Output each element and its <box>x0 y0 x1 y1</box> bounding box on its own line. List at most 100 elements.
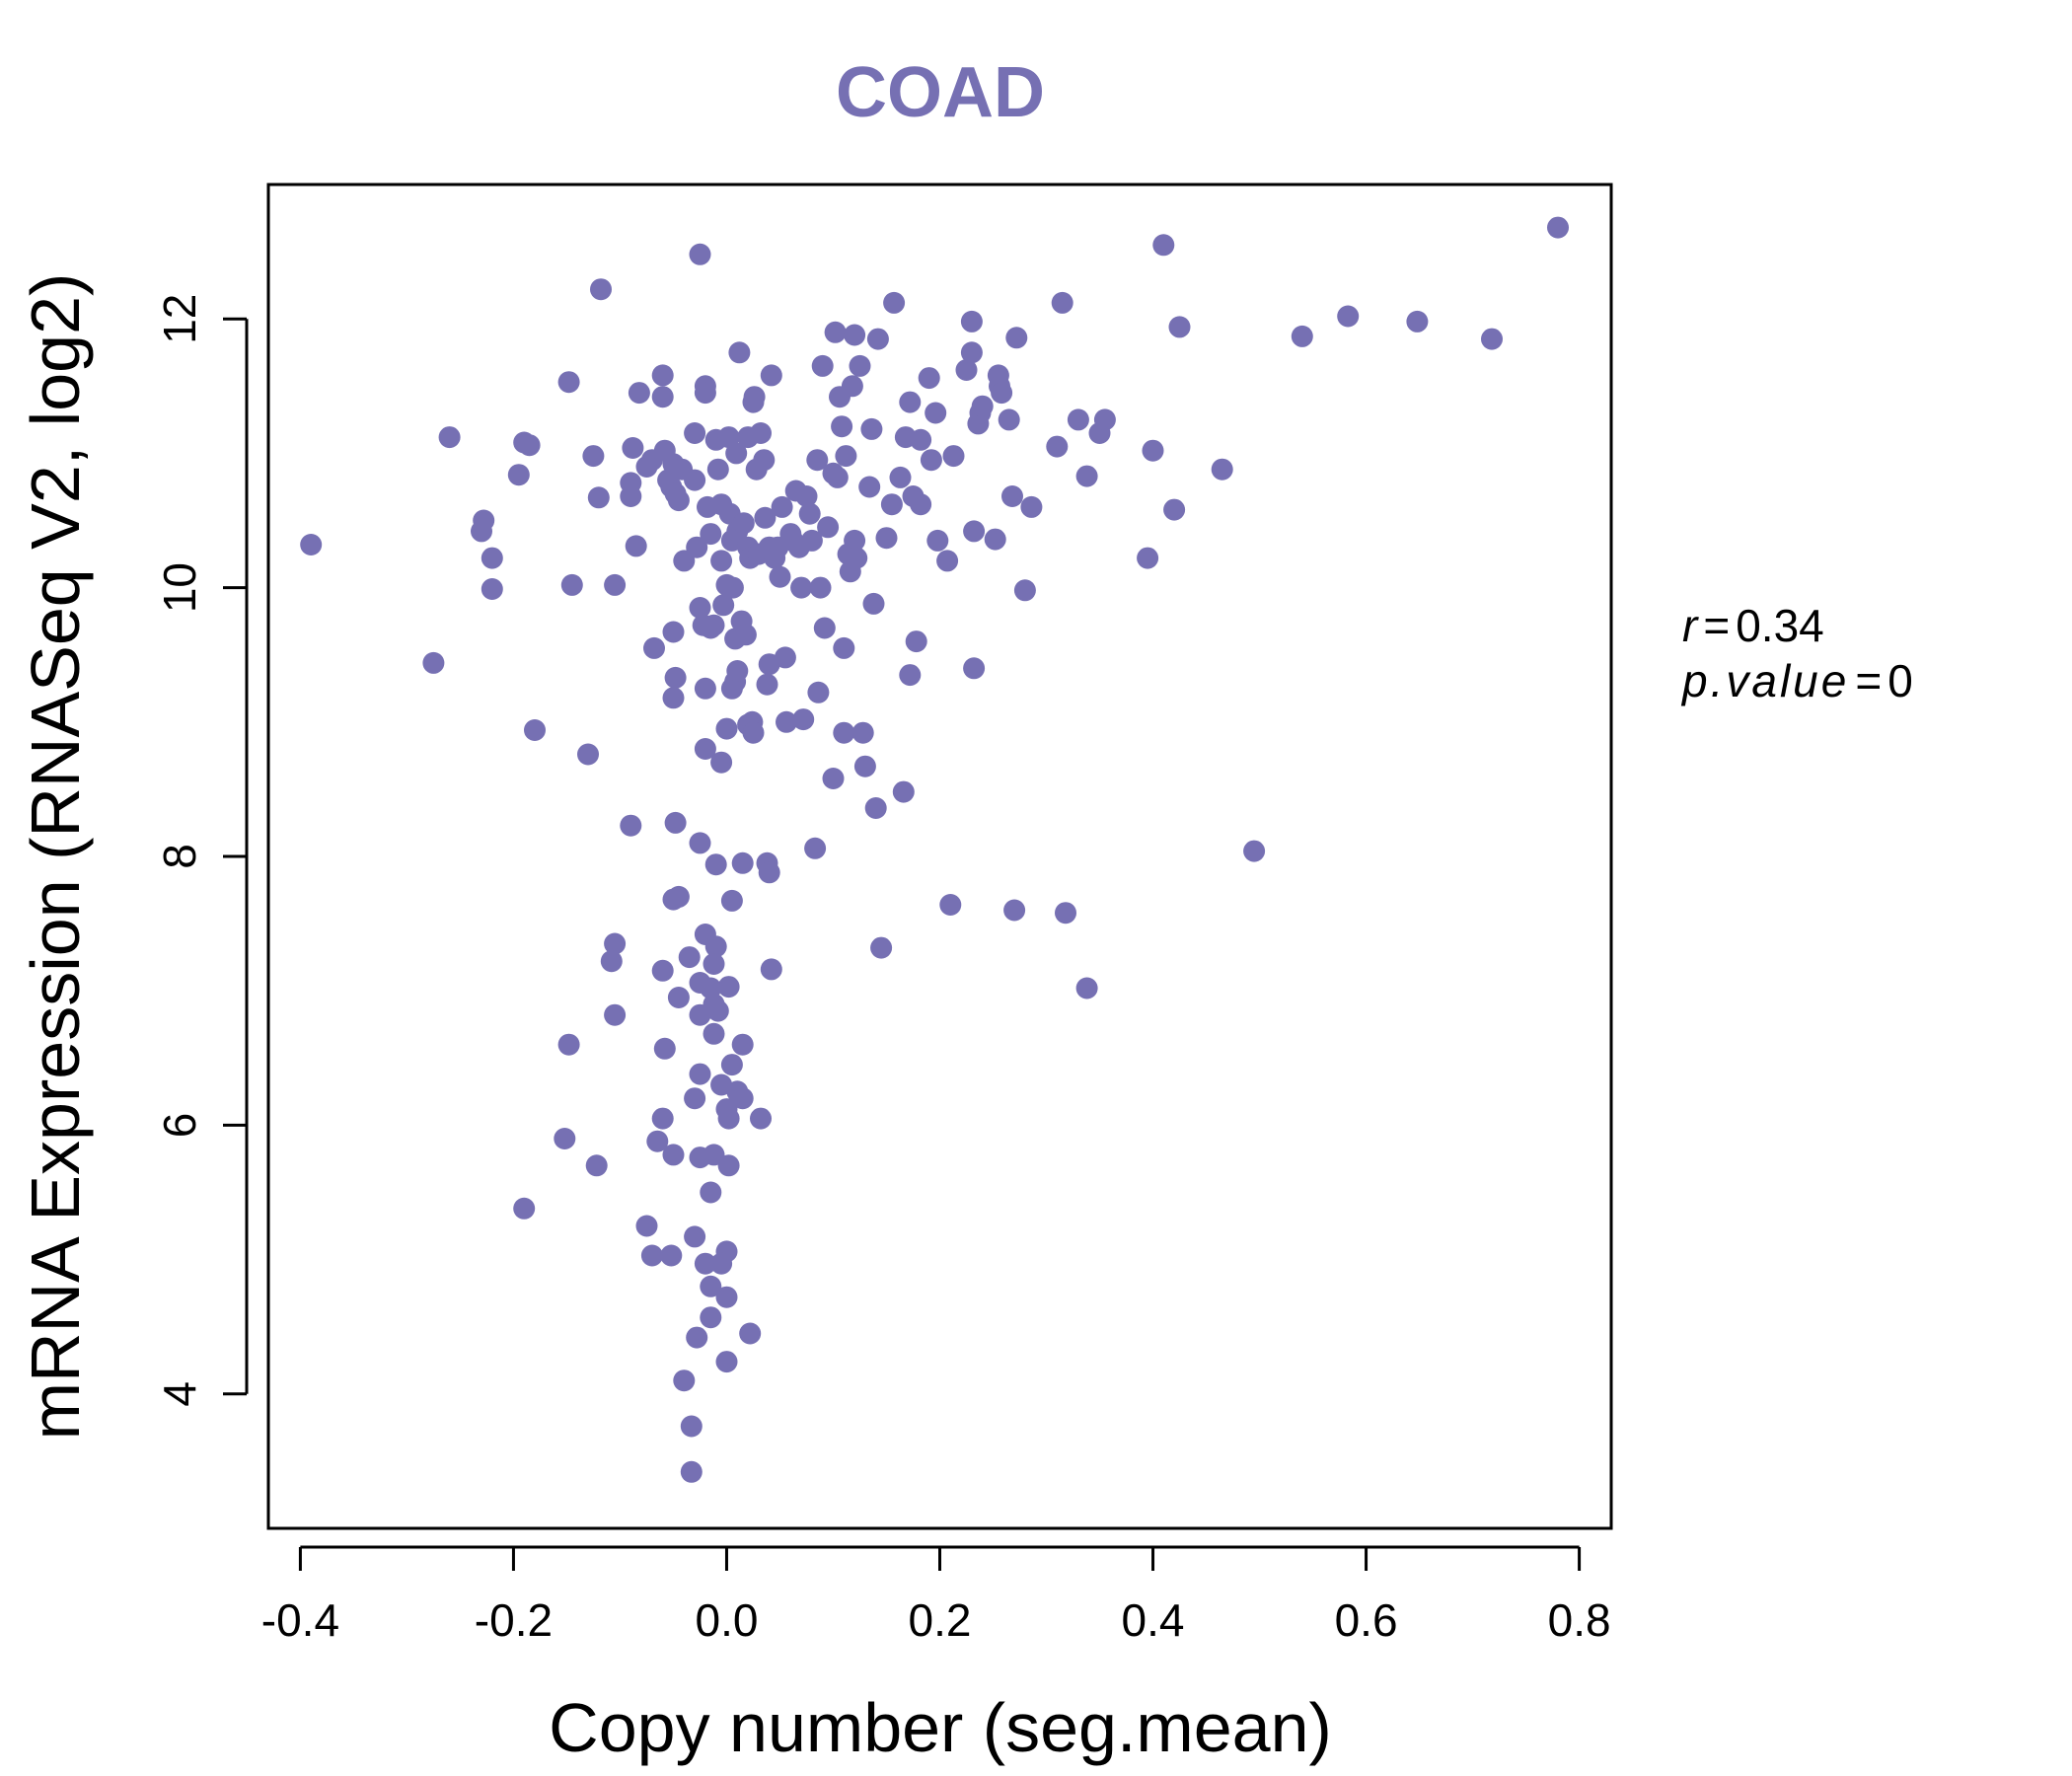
data-point <box>984 528 1006 551</box>
x-tick-label: 0.2 <box>909 1594 972 1646</box>
x-tick-label: 0.6 <box>1335 1594 1398 1646</box>
data-point <box>776 710 797 733</box>
data-point <box>860 417 883 440</box>
data-point <box>858 476 881 498</box>
data-point <box>731 1033 754 1056</box>
data-point <box>694 1252 716 1275</box>
data-point <box>726 660 749 682</box>
data-point <box>667 489 690 512</box>
data-point <box>790 576 813 599</box>
data-point <box>1020 495 1043 518</box>
data-point <box>438 426 461 449</box>
data-point <box>750 422 772 444</box>
data-point <box>866 328 889 350</box>
data-point <box>864 797 887 819</box>
data-point <box>651 364 674 387</box>
data-point <box>694 738 716 760</box>
data-point <box>620 814 642 837</box>
data-point <box>635 1215 658 1237</box>
data-point <box>910 493 932 516</box>
data-point <box>844 529 866 552</box>
data-point <box>739 1322 762 1345</box>
data-point <box>653 1037 676 1060</box>
data-point <box>628 382 650 405</box>
y-tick-label: 6 <box>154 1113 205 1139</box>
data-point <box>651 1107 674 1130</box>
data-point <box>673 550 696 572</box>
data-point <box>960 310 983 333</box>
data-point <box>899 391 922 413</box>
x-tick-label: 0.0 <box>695 1594 758 1646</box>
x-tick-label: -0.2 <box>475 1594 553 1646</box>
data-point <box>1142 439 1164 462</box>
data-point <box>604 1003 627 1026</box>
data-point <box>720 677 743 700</box>
data-point <box>689 1063 711 1085</box>
data-point <box>760 958 782 981</box>
data-point <box>694 677 716 700</box>
data-point <box>1291 325 1313 347</box>
data-point <box>920 449 942 472</box>
data-point <box>1003 899 1026 922</box>
data-point <box>1406 310 1429 333</box>
data-point <box>833 636 855 659</box>
data-point <box>684 422 706 444</box>
plot-frame <box>266 183 1613 1530</box>
y-tick-label: 4 <box>154 1381 205 1407</box>
data-point <box>700 1181 722 1204</box>
data-point <box>889 466 912 488</box>
data-point <box>620 485 642 507</box>
data-point <box>1211 458 1233 481</box>
data-point <box>811 354 834 377</box>
data-point <box>715 1351 738 1373</box>
data-point <box>795 485 818 507</box>
data-point <box>769 565 791 588</box>
p-value-statistic: p.value = 0 <box>1680 655 1913 706</box>
data-point <box>849 354 871 377</box>
data-point <box>963 520 986 543</box>
data-point <box>841 375 863 398</box>
data-point <box>720 1054 743 1076</box>
data-point <box>600 950 623 973</box>
data-point <box>760 364 782 387</box>
data-point <box>717 426 740 449</box>
data-point <box>560 573 583 596</box>
data-point <box>734 624 757 646</box>
data-point <box>1163 498 1186 521</box>
data-point <box>925 402 947 424</box>
data-point <box>660 1244 683 1267</box>
p-value-value: 0 <box>1887 655 1913 706</box>
data-point <box>646 1130 669 1152</box>
data-point <box>700 1306 722 1329</box>
data-point <box>694 382 716 405</box>
data-point <box>717 1107 740 1130</box>
data-point <box>587 486 610 509</box>
data-point <box>960 341 983 364</box>
data-point <box>771 495 793 518</box>
data-point <box>817 516 840 539</box>
data-point <box>1093 408 1116 431</box>
data-point <box>807 681 830 703</box>
data-point <box>704 853 727 876</box>
data-point <box>936 550 959 572</box>
data-point <box>813 617 836 639</box>
data-point <box>585 1154 608 1177</box>
data-point <box>684 469 706 491</box>
data-point <box>667 987 690 1008</box>
data-point <box>846 547 868 569</box>
data-point <box>756 673 778 696</box>
data-point <box>689 832 711 854</box>
data-point <box>651 386 674 408</box>
data-point <box>686 1326 708 1349</box>
data-point <box>577 743 599 766</box>
data-point <box>942 445 965 468</box>
data-points <box>300 216 1569 1483</box>
data-point <box>643 636 665 659</box>
chart-title: COAD <box>836 53 1045 132</box>
data-point <box>717 1154 740 1177</box>
y-tick-label: 10 <box>154 562 205 613</box>
data-point <box>899 664 922 687</box>
data-point <box>926 529 949 552</box>
data-point <box>473 509 495 532</box>
